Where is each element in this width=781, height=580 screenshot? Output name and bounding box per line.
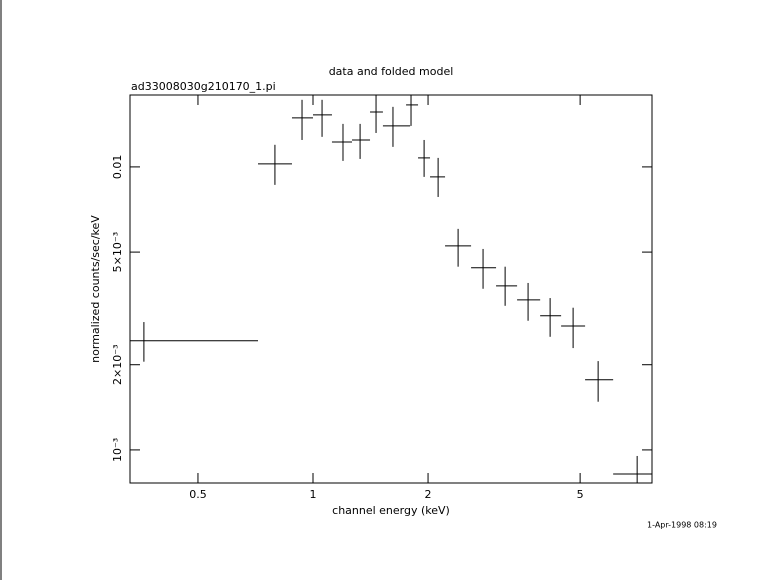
y-tick-label: 10⁻³ bbox=[111, 438, 124, 462]
y-tick-label: 0.01 bbox=[111, 155, 124, 180]
y-axis-label: normalized counts/sec/keV bbox=[89, 215, 102, 363]
file-name: ad33008030g210170_1.pi bbox=[131, 80, 276, 93]
timestamp: 1-Apr-1998 08:19 bbox=[647, 521, 717, 530]
x-axis-label: channel energy (keV) bbox=[332, 504, 450, 517]
y-tick-label: 5×10⁻³ bbox=[111, 232, 124, 272]
x-tick-label: 0.5 bbox=[189, 488, 207, 501]
x-tick-label: 2 bbox=[425, 488, 432, 501]
chart-title: data and folded model bbox=[329, 65, 454, 78]
x-tick-label: 5 bbox=[577, 488, 584, 501]
x-tick-label: 1 bbox=[310, 488, 317, 501]
plot-frame bbox=[129, 94, 653, 484]
data-layer bbox=[130, 95, 652, 483]
y-tick-label: 2×10⁻³ bbox=[111, 345, 124, 385]
